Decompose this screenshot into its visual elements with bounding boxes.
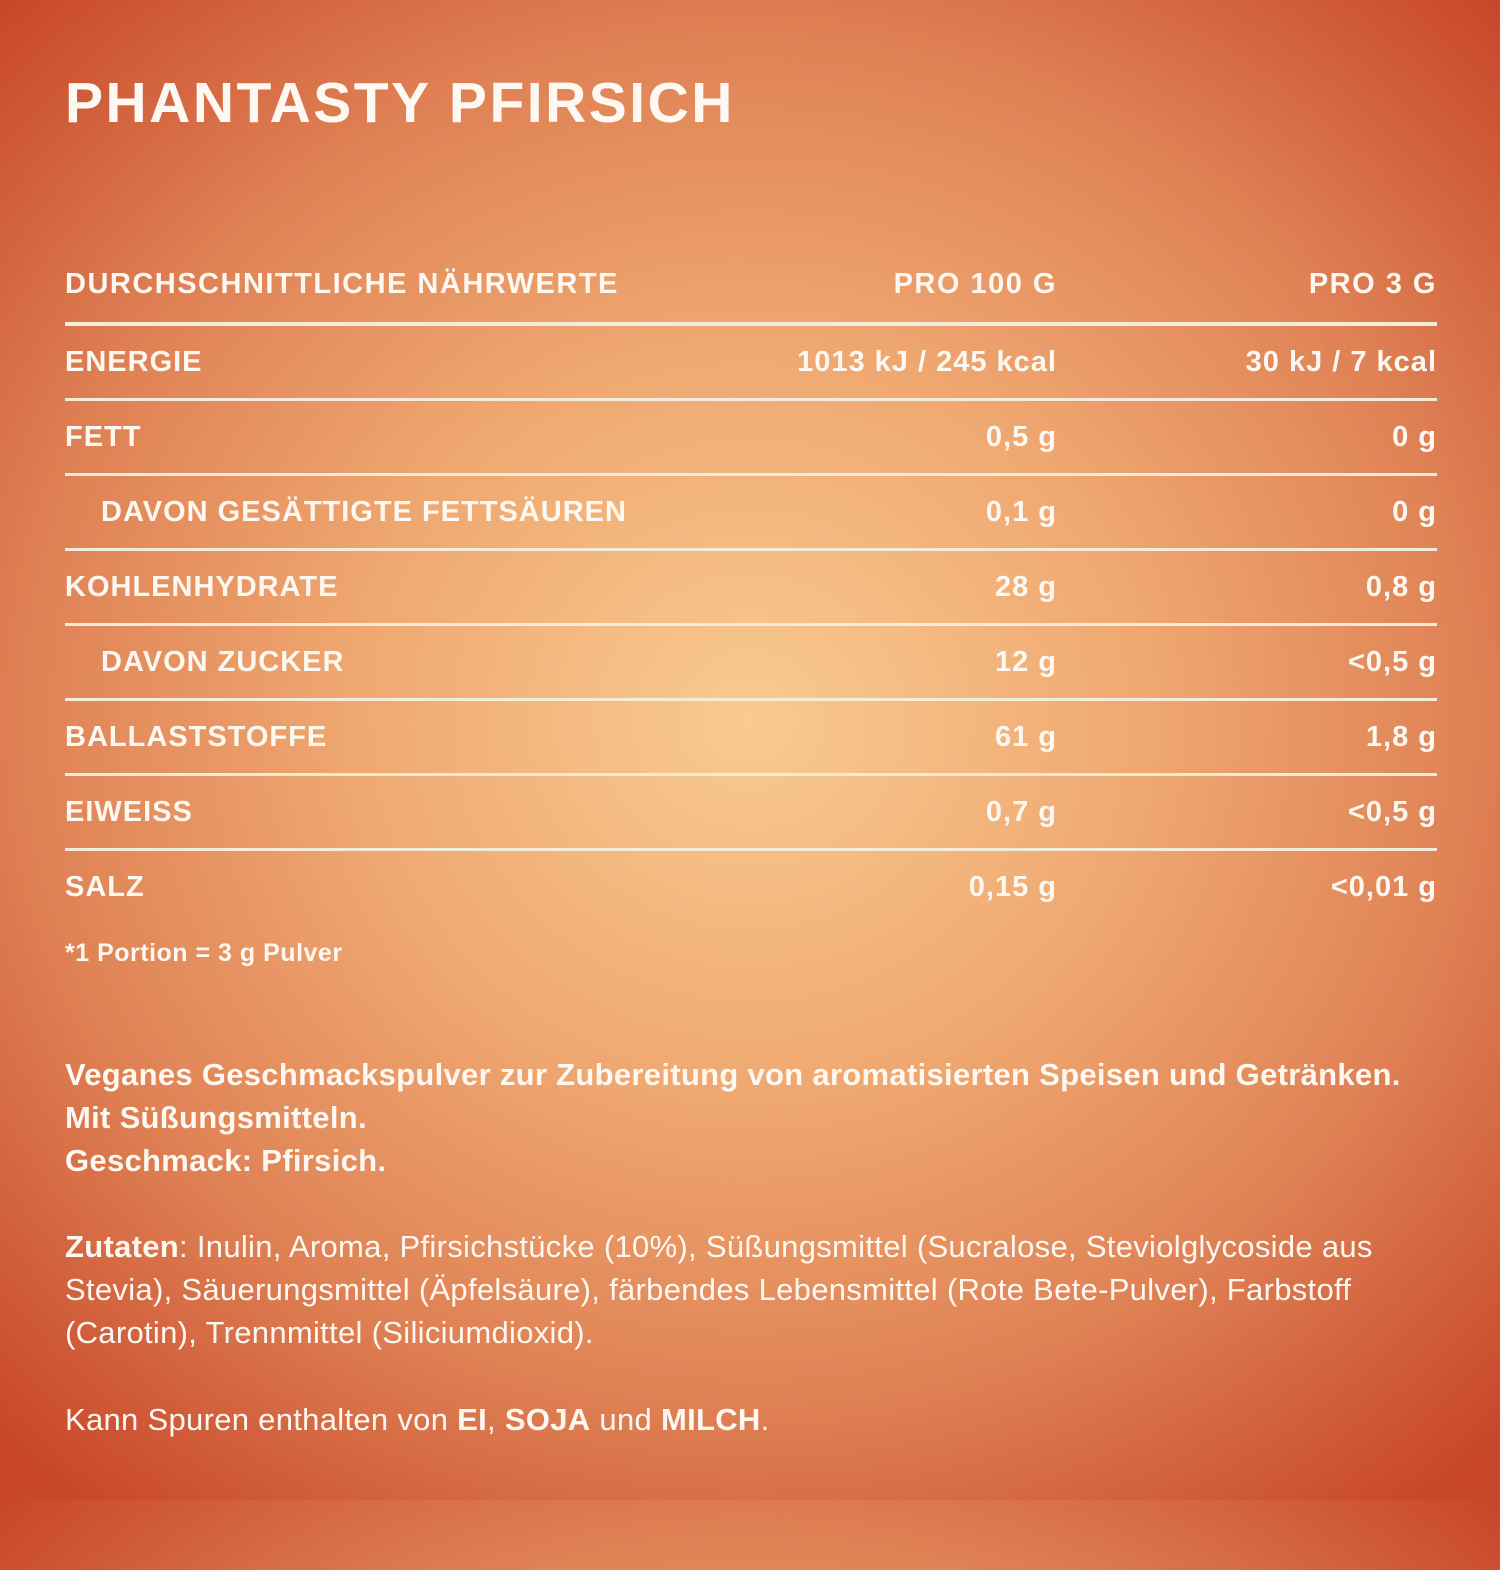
row-label: SALZ xyxy=(65,871,145,903)
row-value-per-3g: 1,8 g xyxy=(1365,721,1437,753)
row-value-per-3g: <0,5 g xyxy=(1347,646,1437,678)
row-value-per-3g: 0 g xyxy=(1392,421,1437,453)
row-label: DAVON ZUCKER xyxy=(101,646,345,678)
info-paragraphs: Veganes Geschmackspulver zur Zubereitung… xyxy=(65,1054,1437,1441)
allergen-sep2: und xyxy=(590,1401,661,1437)
nutrition-label: PHANTASTY PFIRSICH DURCHSCHNITTLICHE NÄH… xyxy=(0,70,1500,1441)
table-row-eiweiss: EIWEISS 0,7 g <0,5 g xyxy=(65,776,1437,851)
row-value-per-3g: <0,5 g xyxy=(1347,796,1437,828)
flavor-text: Geschmack: Pfirsich. xyxy=(65,1142,387,1178)
row-label: DAVON GESÄTTIGTE FETTSÄUREN xyxy=(101,496,627,528)
table-row-zucker: DAVON ZUCKER 12 g <0,5 g xyxy=(65,626,1437,701)
row-value-per-100g: 0,7 g xyxy=(985,796,1057,828)
header-per-3g: PRO 3 G xyxy=(1308,268,1437,300)
row-label: KOHLENHYDRATE xyxy=(65,571,339,603)
ingredients-list: : Inulin, Aroma, Pfirsichstücke (10%), S… xyxy=(65,1229,1373,1350)
table-row-fett: FETT 0,5 g 0 g xyxy=(65,401,1437,476)
table-row-ballaststoffe: BALLASTSTOFFE 61 g 1,8 g xyxy=(65,701,1437,776)
row-value-per-100g: 28 g xyxy=(994,571,1057,603)
allergen-egg: EI xyxy=(457,1401,488,1437)
allergen-milk: MILCH xyxy=(660,1401,761,1437)
table-row-kohlenhydrate: KOHLENHYDRATE 28 g 0,8 g xyxy=(65,551,1437,626)
table-row-energie: ENERGIE 1013 kJ / 245 kcal 30 kJ / 7 kca… xyxy=(65,326,1437,401)
row-value-per-100g: 0,15 g xyxy=(968,871,1057,903)
portion-footnote: *1 Portion = 3 g Pulver xyxy=(65,939,343,967)
row-value-per-100g: 0,5 g xyxy=(985,421,1057,453)
allergen-suffix: . xyxy=(760,1401,770,1437)
row-label: ENERGIE xyxy=(65,346,203,378)
row-value-per-3g: 0,8 g xyxy=(1365,571,1437,603)
description-text: Veganes Geschmackspulver zur Zubereitung… xyxy=(65,1057,1401,1135)
ingredients-label: Zutaten xyxy=(65,1229,180,1265)
row-value-per-100g: 1013 kJ / 245 kcal xyxy=(797,346,1057,378)
allergen-notice: Kann Spuren enthalten von EI, SOJA und M… xyxy=(65,1399,1437,1442)
row-value-per-100g: 0,1 g xyxy=(985,496,1057,528)
product-title: PHANTASTY PFIRSICH xyxy=(65,71,735,135)
row-value-per-3g: 30 kJ / 7 kcal xyxy=(1245,346,1437,378)
row-label: EIWEISS xyxy=(65,796,193,828)
table-row-salz: SALZ 0,15 g <0,01 g xyxy=(65,851,1437,923)
allergen-sep1: , xyxy=(487,1401,505,1437)
nutrition-table: DURCHSCHNITTLICHE NÄHRWERTE PRO 100 G PR… xyxy=(65,268,1437,968)
row-value-per-100g: 12 g xyxy=(994,646,1057,678)
product-description: Veganes Geschmackspulver zur Zubereitung… xyxy=(65,1054,1437,1182)
table-row-gesaettigte-fettsaeuren: DAVON GESÄTTIGTE FETTSÄUREN 0,1 g 0 g xyxy=(65,476,1437,551)
ingredients-paragraph: Zutaten: Inulin, Aroma, Pfirsichstücke (… xyxy=(65,1226,1437,1354)
row-value-per-3g: 0 g xyxy=(1392,496,1437,528)
row-label: FETT xyxy=(65,421,142,453)
table-header-row: DURCHSCHNITTLICHE NÄHRWERTE PRO 100 G PR… xyxy=(65,268,1437,326)
row-value-per-100g: 61 g xyxy=(994,721,1057,753)
row-value-per-3g: <0,01 g xyxy=(1330,871,1437,903)
row-label: BALLASTSTOFFE xyxy=(65,721,328,753)
allergen-prefix: Kann Spuren enthalten von xyxy=(65,1401,458,1437)
header-nutrients: DURCHSCHNITTLICHE NÄHRWERTE xyxy=(65,268,619,300)
header-per-100g: PRO 100 G xyxy=(893,268,1057,300)
allergen-soy: SOJA xyxy=(504,1401,591,1437)
